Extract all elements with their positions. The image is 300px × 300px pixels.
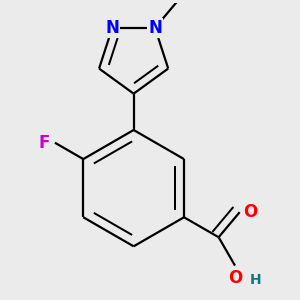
Text: H: H bbox=[250, 273, 261, 287]
Text: O: O bbox=[228, 269, 242, 287]
Text: N: N bbox=[148, 19, 162, 37]
Text: F: F bbox=[38, 134, 50, 152]
Text: O: O bbox=[243, 203, 258, 221]
Text: N: N bbox=[105, 19, 119, 37]
